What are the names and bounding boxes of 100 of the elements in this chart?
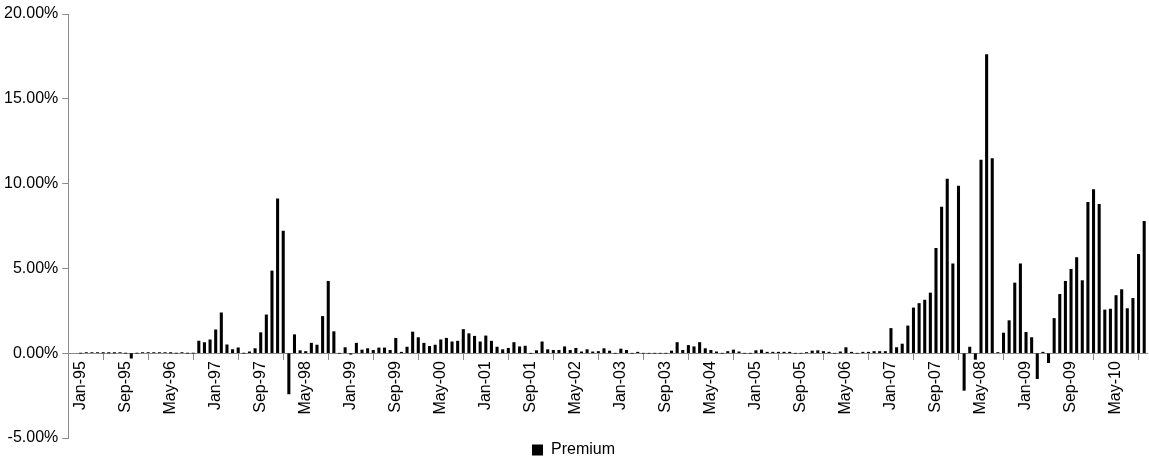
x-tick-label: May-06 [836, 361, 854, 415]
bar [1052, 318, 1056, 354]
x-tick-label: May-98 [296, 361, 314, 415]
bar [1131, 298, 1135, 354]
x-tick-label: Sep-99 [386, 361, 404, 413]
x-tick-label: Jan-99 [341, 361, 359, 411]
bar [473, 335, 477, 354]
bar [495, 346, 499, 354]
bar [1001, 332, 1006, 354]
x-tick-label: May-04 [701, 361, 719, 415]
x-tick-label: Jan-07 [881, 361, 899, 411]
bar [281, 230, 285, 354]
bar [394, 337, 398, 354]
bar [264, 314, 268, 354]
bar [388, 349, 392, 354]
bar [928, 292, 932, 354]
bar [1024, 332, 1028, 354]
bar [816, 350, 820, 354]
bar [360, 349, 364, 354]
x-tick-label: Jan-95 [71, 361, 89, 411]
bar [129, 353, 133, 359]
bar [518, 346, 522, 354]
bar [1018, 263, 1022, 354]
bar [1142, 221, 1146, 354]
bar [1080, 280, 1084, 354]
bar [1086, 201, 1090, 354]
bar [1120, 289, 1124, 354]
bar [444, 337, 448, 354]
bar [911, 307, 915, 354]
bar [990, 158, 994, 354]
bar [422, 342, 426, 354]
bar [214, 329, 218, 354]
bar [292, 334, 297, 354]
bar [259, 332, 263, 354]
bar [962, 353, 966, 391]
bar [951, 263, 955, 354]
x-tick-label: Sep-07 [926, 361, 944, 413]
bar [546, 349, 550, 354]
bar [889, 328, 893, 354]
y-tick-label: -5.00% [7, 428, 59, 446]
bar [1108, 308, 1112, 354]
bar [698, 342, 702, 354]
bar [506, 347, 510, 354]
bar [540, 341, 544, 354]
bar [602, 348, 606, 354]
bar [366, 348, 370, 354]
bar [754, 350, 758, 354]
bar [940, 206, 944, 354]
bar [315, 344, 319, 354]
x-tick-label: Jan-01 [476, 361, 494, 411]
x-tick-label: Sep-09 [1061, 361, 1079, 413]
bar [731, 349, 735, 354]
bar [934, 247, 938, 354]
bar [906, 325, 910, 354]
bar [326, 280, 330, 354]
bar [343, 347, 347, 354]
bar [917, 303, 921, 354]
y-tick-label: 15.00% [4, 89, 59, 107]
bar [1114, 295, 1118, 354]
bar [709, 349, 713, 354]
bar [219, 312, 223, 354]
y-tick-label: 10.00% [4, 174, 59, 192]
bar [512, 342, 516, 354]
legend-label: Premium [551, 440, 616, 458]
bar [1075, 257, 1079, 354]
bar [467, 333, 471, 354]
bar [461, 329, 465, 354]
bar [1058, 294, 1062, 354]
x-tick-label: Sep-03 [656, 361, 674, 413]
y-tick-label: 5.00% [12, 258, 59, 276]
bar [692, 346, 696, 354]
bar [895, 347, 899, 354]
bar [270, 270, 274, 354]
bar [1007, 320, 1011, 354]
bar [371, 349, 375, 354]
x-tick-label: Jan-05 [746, 361, 764, 411]
bar [557, 349, 561, 354]
x-tick-label: Jan-03 [611, 361, 629, 411]
bar [619, 348, 623, 354]
bar [287, 353, 291, 395]
bar [354, 342, 358, 354]
bar [332, 331, 336, 354]
bar [433, 344, 437, 354]
bar [923, 299, 927, 354]
bar [979, 159, 983, 354]
x-tick-label: Sep-01 [521, 361, 539, 413]
x-tick-label: May-02 [566, 361, 584, 415]
bar [450, 341, 454, 354]
bar [703, 348, 707, 354]
bar [1030, 337, 1034, 354]
bar [568, 349, 572, 354]
bar [574, 347, 578, 354]
bar [681, 349, 685, 354]
bar [208, 339, 212, 354]
bar [428, 346, 432, 354]
bar [1035, 353, 1039, 379]
bar [405, 346, 409, 354]
bar [411, 331, 415, 354]
bar [416, 337, 420, 354]
bar [563, 346, 567, 354]
